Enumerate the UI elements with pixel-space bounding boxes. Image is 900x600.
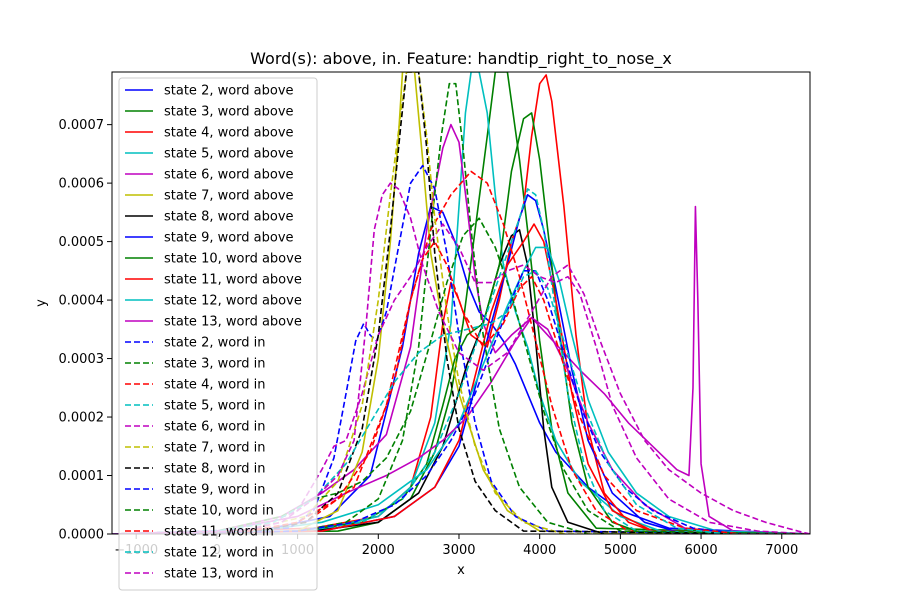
legend-entry: state 8, word in bbox=[164, 462, 266, 477]
y-axis-label: y bbox=[34, 299, 49, 307]
legend-entry: state 5, word above bbox=[164, 147, 294, 162]
legend-entry: state 13, word in bbox=[164, 567, 274, 582]
x-tick-label: 7000 bbox=[765, 543, 798, 558]
legend-entry: state 2, word above bbox=[164, 84, 294, 99]
y-tick-label: 0.0000 bbox=[59, 528, 105, 543]
plot-frame bbox=[111, 71, 811, 535]
legend-entry: state 3, word in bbox=[164, 357, 266, 372]
legend-entry: state 9, word in bbox=[164, 483, 266, 498]
legend-box bbox=[118, 77, 318, 591]
legend-entry: state 12, word in bbox=[164, 546, 274, 561]
legend-entry: state 4, word above bbox=[164, 126, 294, 141]
series-line-15 bbox=[112, 170, 810, 534]
legend-entry: state 8, word above bbox=[164, 210, 294, 225]
y-tick-label: 0.0005 bbox=[59, 235, 105, 250]
series-line-18 bbox=[112, 72, 810, 534]
legend-entry: state 6, word in bbox=[164, 420, 266, 435]
legend-entry: state 11, word in bbox=[164, 525, 274, 540]
series-line-21 bbox=[112, 217, 810, 534]
legend-entry: state 10, word in bbox=[164, 504, 274, 519]
y-axis: 0.0000 0.0001 0.0002 0.0003 0.0004 0.0005 0.00… bbox=[59, 118, 112, 543]
series-line-13 bbox=[112, 164, 810, 534]
series-line-23 bbox=[112, 270, 810, 534]
y-tick-label: 0.0004 bbox=[59, 294, 105, 309]
y-tick-label: 0.0007 bbox=[59, 118, 105, 133]
series-line-17 bbox=[112, 223, 810, 534]
x-tick-label: 6000 bbox=[685, 543, 718, 558]
x-tick-label: 4000 bbox=[523, 543, 556, 558]
series-line-5 bbox=[112, 123, 810, 534]
series-line-20 bbox=[112, 270, 810, 534]
y-tick-label: 0.0001 bbox=[59, 469, 105, 484]
legend-entry: state 7, word above bbox=[164, 189, 294, 204]
legend-entry: state 10, word above bbox=[164, 252, 302, 267]
legend-entry: state 4, word in bbox=[164, 378, 266, 393]
legend-entry: state 3, word above bbox=[164, 105, 294, 120]
legend-entry: state 13, word above bbox=[164, 315, 302, 330]
y-tick-label: 0.0003 bbox=[59, 352, 105, 367]
legend-entry: state 6, word above bbox=[164, 168, 294, 183]
series-line-22 bbox=[112, 240, 810, 534]
series-line-10 bbox=[112, 223, 810, 534]
series-line-19 bbox=[112, 72, 810, 534]
legend-entry: state 9, word above bbox=[164, 231, 294, 246]
series-line-14 bbox=[112, 82, 810, 534]
legend-entry: state 7, word in bbox=[164, 441, 266, 456]
x-tick-label: 2000 bbox=[362, 543, 395, 558]
legend: state 2, word above state 3, word above st… bbox=[118, 77, 318, 591]
legend-entry: state 2, word in bbox=[164, 336, 266, 351]
legend-entry: state 12, word above bbox=[164, 294, 302, 309]
x-axis-label: x bbox=[457, 563, 465, 578]
legend-entry: state 11, word above bbox=[164, 273, 302, 288]
x-tick-label: 3000 bbox=[442, 543, 475, 558]
series-layer bbox=[112, 72, 810, 534]
y-tick-label: 0.0002 bbox=[59, 411, 105, 426]
series-line-11 bbox=[112, 246, 810, 534]
x-tick-label: 5000 bbox=[604, 543, 637, 558]
legend-entry: state 5, word in bbox=[164, 399, 266, 414]
series-line-7 bbox=[112, 229, 810, 534]
chart-title: Word(s): above, in. Feature: handtip_rig… bbox=[250, 49, 672, 69]
y-tick-label: 0.0006 bbox=[59, 177, 105, 192]
